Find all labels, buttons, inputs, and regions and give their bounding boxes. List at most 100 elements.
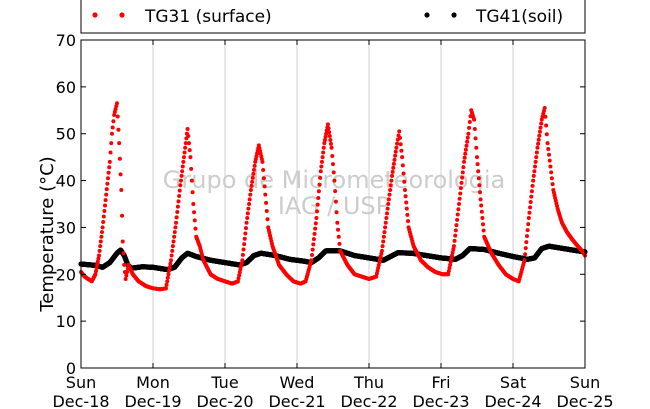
surface-data-point	[260, 159, 265, 164]
surface-data-point	[116, 127, 121, 132]
surface-data-point	[106, 170, 111, 175]
legend-box	[80, 0, 586, 34]
surface-data-point	[395, 141, 400, 146]
surface-data-point	[479, 203, 484, 208]
surface-data-point	[96, 256, 101, 261]
surface-data-point	[193, 226, 198, 231]
surface-data-point	[331, 170, 336, 175]
surface-data-point	[321, 145, 326, 150]
surface-data-point	[390, 169, 395, 174]
surface-data-point	[320, 155, 325, 160]
surface-data-point	[399, 148, 404, 153]
surface-data-point	[472, 117, 477, 122]
surface-data-point	[101, 214, 106, 219]
surface-data-point	[458, 191, 463, 196]
surface-data-point	[379, 248, 384, 253]
y-tick-label: 50	[56, 125, 76, 144]
surface-data-point	[118, 172, 123, 177]
surface-data-point	[265, 217, 270, 222]
surface-data-point	[107, 165, 112, 170]
surface-data-point	[533, 164, 538, 169]
surface-data-point	[405, 212, 410, 217]
surface-data-point	[526, 216, 531, 221]
surface-data-point	[536, 137, 541, 142]
surface-data-point	[456, 207, 461, 212]
surface-data-point	[446, 272, 451, 277]
surface-data-point	[263, 192, 268, 197]
surface-data-point	[180, 169, 185, 174]
surface-data-point	[335, 220, 340, 225]
surface-data-point	[311, 242, 316, 247]
surface-data-point	[459, 180, 464, 185]
surface-data-point	[236, 276, 241, 281]
surface-data-point	[121, 251, 126, 256]
surface-data-point	[385, 211, 389, 216]
x-tick-label-date: Dec-20	[196, 392, 253, 409]
surface-data-point	[464, 143, 469, 148]
surface-data-point	[544, 132, 549, 137]
legend-marker-soil	[424, 12, 430, 18]
surface-data-point	[174, 220, 179, 225]
y-tick-label: 10	[56, 312, 76, 331]
surface-data-point	[337, 241, 342, 246]
surface-data-point	[175, 204, 180, 209]
surface-data-point	[397, 135, 402, 140]
surface-data-point	[531, 173, 536, 178]
surface-data-point	[244, 220, 249, 225]
surface-data-point	[549, 170, 554, 175]
surface-data-point	[316, 189, 321, 194]
surface-data-point	[461, 165, 466, 170]
surface-data-point	[173, 225, 178, 230]
surface-data-point	[242, 242, 247, 247]
x-tick-label-day: Sun	[66, 373, 96, 392]
surface-data-point	[178, 178, 183, 183]
y-tick-label: 20	[56, 265, 76, 284]
surface-data-point	[246, 206, 251, 211]
surface-data-point	[310, 247, 315, 252]
surface-data-point	[167, 268, 172, 273]
surface-data-point	[183, 141, 188, 146]
surface-data-point	[400, 155, 405, 160]
surface-data-point	[476, 176, 481, 181]
surface-data-point	[457, 196, 462, 201]
surface-data-point	[329, 145, 334, 150]
surface-data-point	[463, 147, 468, 152]
surface-data-point	[172, 234, 177, 239]
surface-data-point	[330, 153, 335, 158]
surface-data-point	[93, 272, 98, 277]
legend-marker-surface	[119, 12, 125, 18]
surface-data-point	[478, 197, 483, 202]
series-tg41-soil	[78, 243, 588, 273]
surface-data-point	[544, 123, 549, 128]
x-tick-label-day: Wed	[280, 373, 315, 392]
surface-data-point	[537, 129, 542, 134]
y-tick-label: 70	[56, 31, 76, 50]
surface-data-point	[390, 173, 395, 178]
surface-data-point	[451, 247, 456, 252]
surface-data-point	[168, 261, 173, 266]
surface-data-point	[323, 134, 328, 139]
surface-data-point	[404, 200, 409, 205]
surface-data-point	[481, 222, 485, 227]
surface-data-point	[120, 213, 125, 218]
legend: TG31 (surface) TG41(soil)	[80, 0, 586, 34]
surface-data-point	[248, 192, 253, 197]
surface-data-point	[119, 187, 124, 192]
surface-data-point	[333, 199, 338, 204]
surface-data-point	[312, 231, 317, 236]
surface-data-point	[328, 137, 333, 142]
surface-data-point	[177, 188, 182, 193]
surface-data-point	[261, 176, 266, 181]
surface-data-point	[115, 101, 119, 106]
surface-data-point	[450, 253, 455, 258]
surface-data-point	[384, 216, 389, 221]
surface-data-point	[235, 279, 240, 284]
surface-data-point	[383, 225, 388, 230]
surface-data-point	[529, 189, 534, 194]
surface-data-point	[315, 202, 320, 207]
surface-data-point	[480, 216, 485, 221]
surface-data-point	[97, 253, 101, 258]
surface-data-point	[186, 134, 191, 139]
surface-data-point	[122, 262, 127, 267]
surface-data-point	[166, 272, 171, 277]
